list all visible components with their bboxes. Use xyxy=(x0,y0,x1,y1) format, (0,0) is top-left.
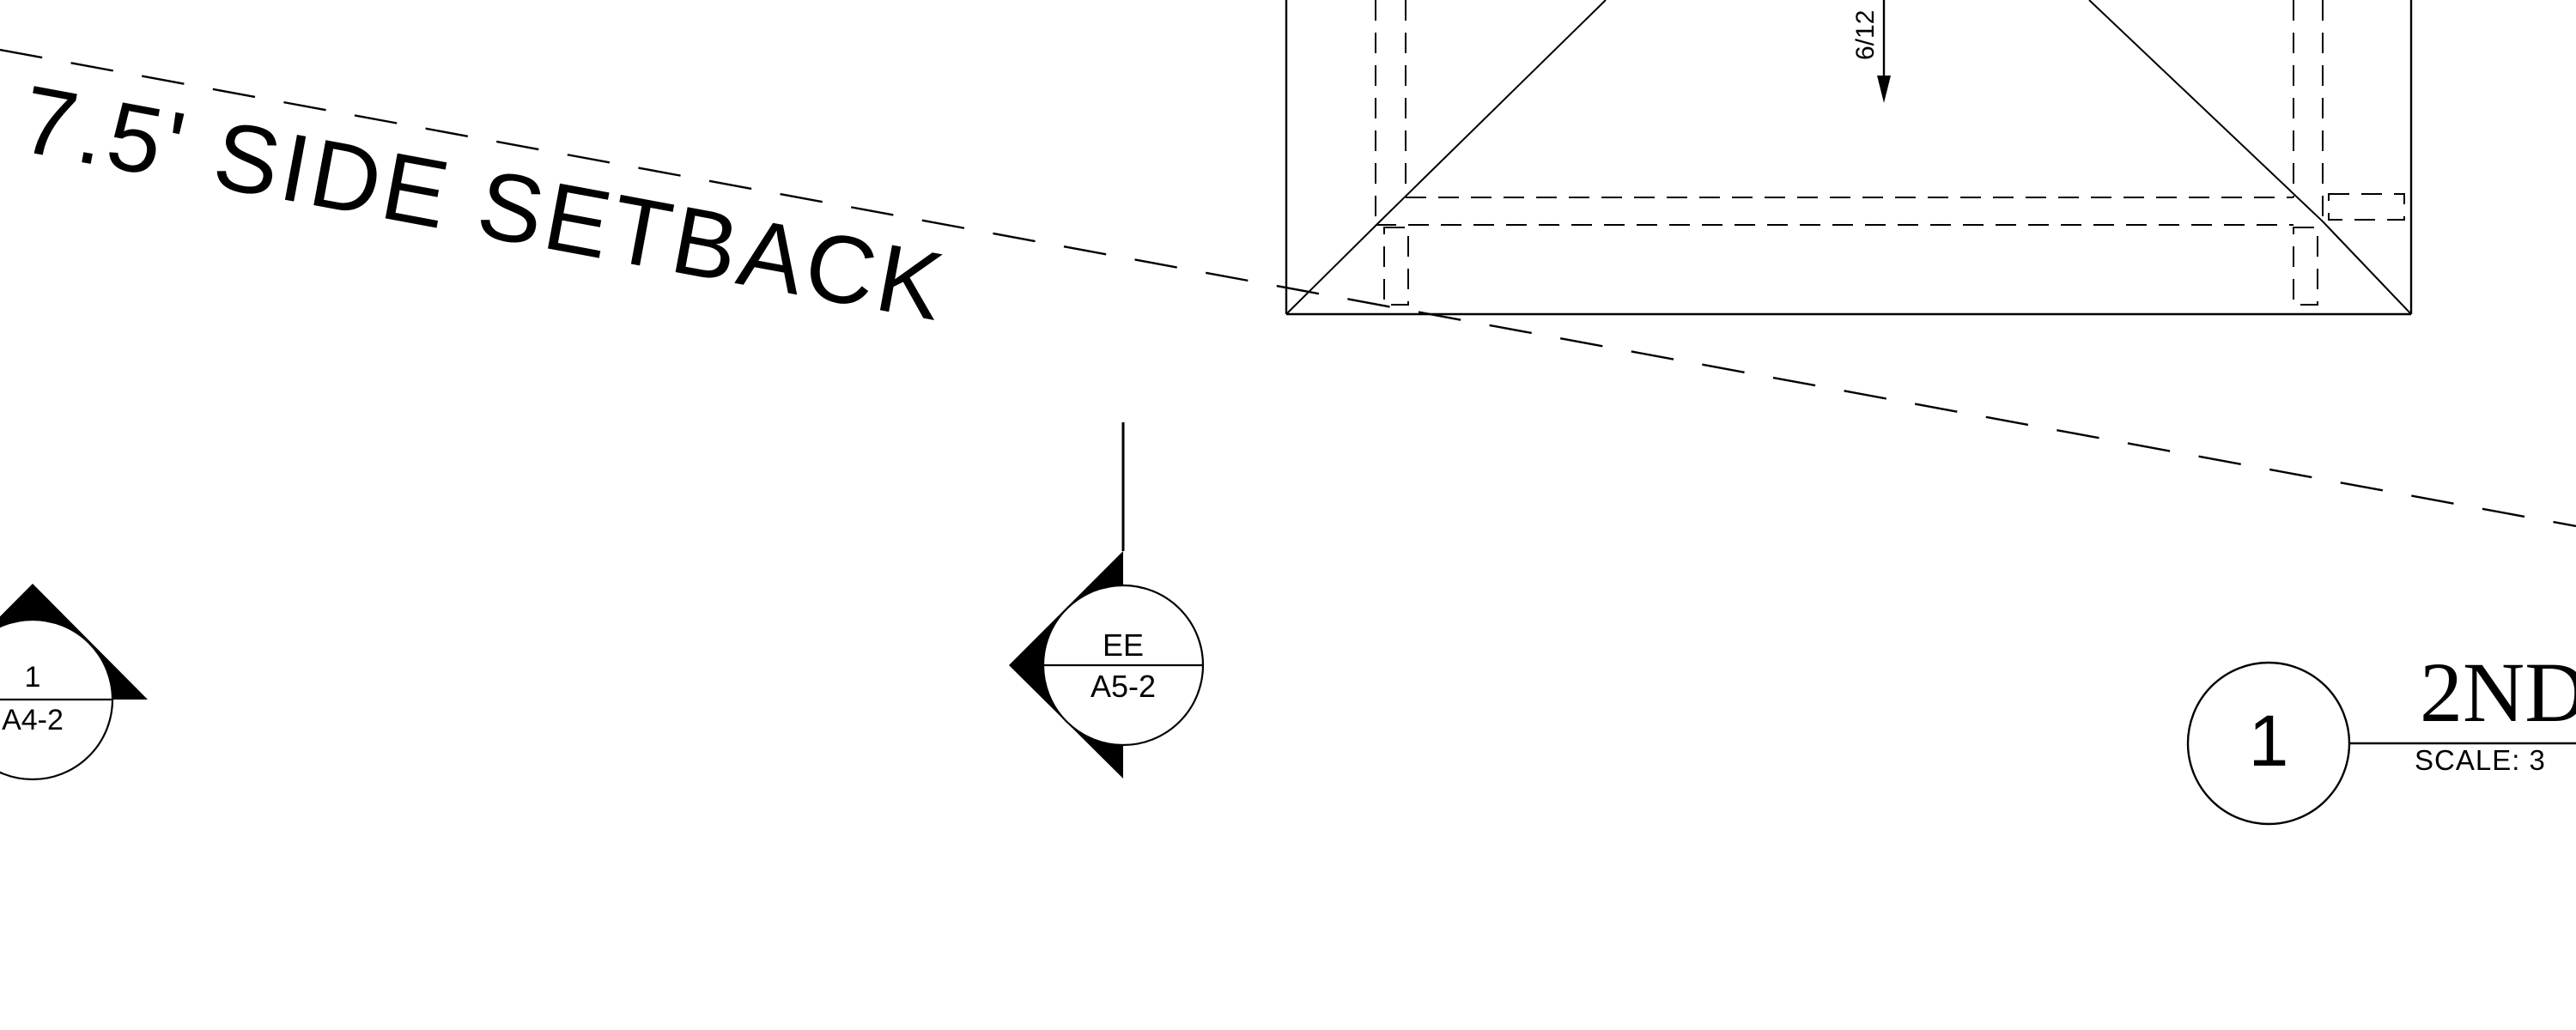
hip-line-left-upper xyxy=(1379,0,1607,222)
setback-label: 7.5' SIDE SETBACK xyxy=(14,65,955,342)
section-marker-a5-2[interactable]: EE A5-2 xyxy=(1009,422,1205,779)
drawing-title[interactable]: 2ND xyxy=(2420,645,2576,740)
hip-line-right-lower xyxy=(2322,221,2412,315)
section-marker-number-a4-2: 1 xyxy=(25,661,41,694)
drawing-scale: SCALE: 3 xyxy=(2415,744,2546,776)
drawing-number: 1 xyxy=(2249,700,2289,781)
section-marker-a4-2[interactable]: 1 A4-2 xyxy=(0,584,148,781)
section-marker-number-a5-2: EE xyxy=(1103,627,1144,663)
roof-plan xyxy=(1285,0,2413,316)
roof-slope-label: 6/12 xyxy=(1851,10,1880,60)
section-marker-sheet-a4-2: A4-2 xyxy=(2,704,64,736)
section-marker-sheet-a5-2: A5-2 xyxy=(1091,669,1156,704)
hidden-wall-lines xyxy=(1375,0,2405,306)
slope-arrow-head xyxy=(1877,76,1891,103)
setback-line xyxy=(0,48,2576,528)
drawing-title-block: 1 2ND SCALE: 3 xyxy=(2186,645,2576,826)
hip-line-left-lower xyxy=(1285,221,1381,315)
hip-line-right-upper xyxy=(2088,0,2324,222)
